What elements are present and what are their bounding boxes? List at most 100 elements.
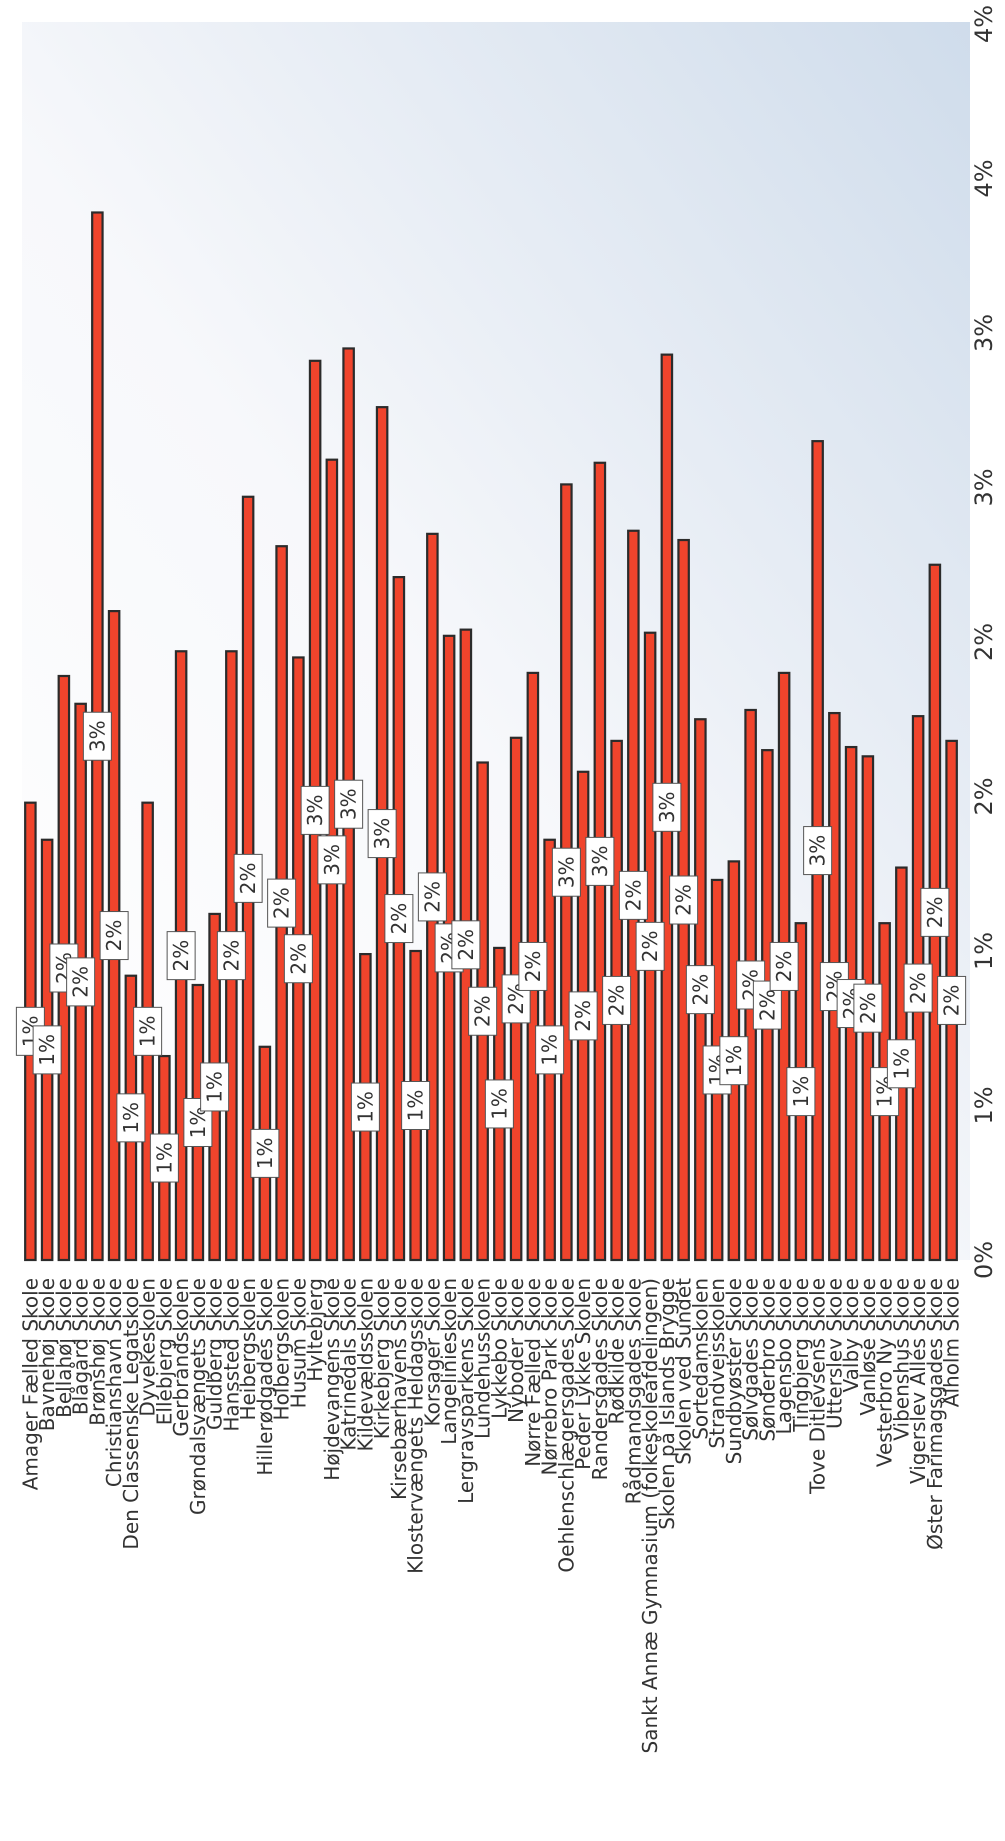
svg-text:1%: 1% [152, 1142, 176, 1174]
svg-text:3%: 3% [320, 844, 344, 876]
category-label-17: Husum Skole [286, 1278, 310, 1408]
category-label-40: Skolen ved Sundet [672, 1278, 696, 1465]
svg-text:3%: 3% [85, 720, 109, 752]
category-label-27: Lergravsparkens Skole [454, 1278, 478, 1504]
svg-text:2%: 2% [906, 972, 930, 1004]
data-label-18: 3% [300, 785, 330, 835]
svg-text:2%: 2% [688, 974, 712, 1006]
data-label-55: 2% [920, 887, 950, 937]
svg-text:2%: 2% [387, 903, 411, 935]
tick-label-0: 0% [970, 1241, 998, 1279]
svg-text:1%: 1% [35, 1034, 59, 1066]
category-label-53: Vibenshus Skole [889, 1278, 913, 1441]
data-label-39: 3% [652, 782, 682, 832]
svg-text:3%: 3% [370, 818, 394, 850]
data-label-56: 2% [937, 975, 967, 1025]
category-label-16: Holbergskolen [270, 1278, 294, 1420]
svg-text:3%: 3% [806, 835, 830, 867]
data-label-7: 1% [116, 1093, 146, 1143]
svg-text:2%: 2% [454, 929, 478, 961]
svg-text:2%: 2% [236, 863, 260, 895]
category-label-8: Dyvekeskolen [136, 1278, 160, 1417]
category-label-36: Rødkilde Skole [605, 1278, 629, 1425]
data-label-14: 2% [233, 853, 263, 903]
category-label-10: Gerbrandskolen [169, 1278, 193, 1437]
svg-text:2%: 2% [270, 887, 294, 919]
category-label-45: Sønderbro Skole [755, 1278, 779, 1442]
tick-label-3: 2% [970, 777, 998, 815]
data-label-33: 3% [551, 847, 581, 897]
value-axis-ticks: 0% 1% 1% 2% 2% 3% 3% 4% 4% [970, 5, 998, 1279]
svg-text:1%: 1% [722, 1045, 746, 1077]
data-label-40: 2% [669, 875, 699, 925]
category-label-33: Oehlenschlægersgades Skole [554, 1278, 578, 1573]
data-label-43: 1% [719, 1036, 749, 1086]
data-label-28: 2% [468, 986, 498, 1036]
data-label-6: 2% [99, 911, 129, 961]
data-label-36: 2% [602, 975, 632, 1025]
category-label-12: Guldberg Skole [203, 1278, 227, 1430]
tick-label-8: 4% [970, 5, 998, 43]
data-label-29: 1% [484, 1079, 514, 1129]
category-label-3: Bellahøj Skole [52, 1278, 76, 1418]
category-label-47: Tingbjerg Skole [789, 1278, 813, 1433]
svg-text:2%: 2% [755, 989, 779, 1021]
category-label-14: Heibergskolen [236, 1278, 260, 1421]
svg-text:2%: 2% [605, 985, 629, 1017]
data-label-16: 2% [267, 878, 297, 928]
category-label-15: Hillerødgades Skole [253, 1278, 277, 1476]
category-label-41: Sortedamskolen [688, 1278, 712, 1440]
category-label-19: Højdevangens Skole [320, 1278, 344, 1481]
svg-text:1%: 1% [889, 1048, 913, 1080]
svg-text:1%: 1% [789, 1076, 813, 1108]
tick-label-1: 1% [970, 1086, 998, 1124]
svg-text:2%: 2% [69, 966, 93, 998]
data-label-32: 1% [535, 1025, 565, 1075]
svg-text:2%: 2% [923, 897, 947, 929]
data-label-17: 2% [283, 934, 313, 984]
category-label-28: Lundehusskolen [471, 1278, 495, 1439]
category-label-39: Skolen på Islands Brygge [655, 1278, 679, 1530]
data-label-54: 2% [903, 963, 933, 1013]
category-label-49: Utterslev Skole [822, 1278, 846, 1429]
svg-text:1%: 1% [253, 1138, 277, 1170]
data-label-20: 3% [334, 779, 364, 829]
category-label-6: Christianshavn Skole [102, 1278, 126, 1487]
category-label-24: Klostervængets Heldagsskole [404, 1278, 428, 1574]
svg-text:1%: 1% [353, 1091, 377, 1123]
data-label-48: 3% [803, 826, 833, 876]
category-label-20: Katrinedals Skole [337, 1278, 361, 1451]
data-label-38: 2% [635, 921, 665, 971]
svg-text:3%: 3% [554, 856, 578, 888]
category-label-50: Valby Skole [839, 1278, 863, 1393]
svg-text:1%: 1% [487, 1088, 511, 1120]
category-label-34: Peder Lykke Skolen [571, 1278, 595, 1470]
data-label-51: 2% [853, 983, 883, 1033]
data-label-21: 1% [350, 1082, 380, 1132]
svg-text:2%: 2% [672, 884, 696, 916]
data-label-4: 2% [66, 957, 96, 1007]
data-label-41: 2% [685, 965, 715, 1015]
svg-text:1%: 1% [404, 1090, 428, 1122]
category-label-30: Nyboder Skole [504, 1278, 528, 1423]
category-label-9: Ellebjerg Skole [152, 1278, 176, 1425]
category-label-46: Lagensbo Skole [772, 1278, 796, 1434]
category-label-37: Rådmandsgades Skole [621, 1278, 645, 1504]
tick-label-2: 1% [970, 932, 998, 970]
category-label-43: Sundbyøster Skole [722, 1278, 746, 1464]
category-label-21: Kildevældsskolen [353, 1278, 377, 1451]
category-label-54: Vigerslev Allés Skole [906, 1278, 930, 1484]
svg-text:2%: 2% [571, 1000, 595, 1032]
svg-text:3%: 3% [588, 846, 612, 878]
svg-text:2%: 2% [286, 943, 310, 975]
data-label-24: 1% [401, 1081, 431, 1130]
data-label-25: 2% [417, 872, 447, 922]
data-label-27: 2% [451, 920, 481, 970]
category-label-25: Korsager Skole [420, 1278, 444, 1427]
category-label-13: Hanssted Skole [219, 1278, 243, 1432]
category-label-52: Vesterbro Ny Skole [873, 1278, 897, 1467]
data-label-37: 2% [618, 870, 648, 920]
category-label-1: Amager Fælled Skole [18, 1278, 42, 1490]
category-label-56: Ålholm Skole [940, 1278, 964, 1407]
